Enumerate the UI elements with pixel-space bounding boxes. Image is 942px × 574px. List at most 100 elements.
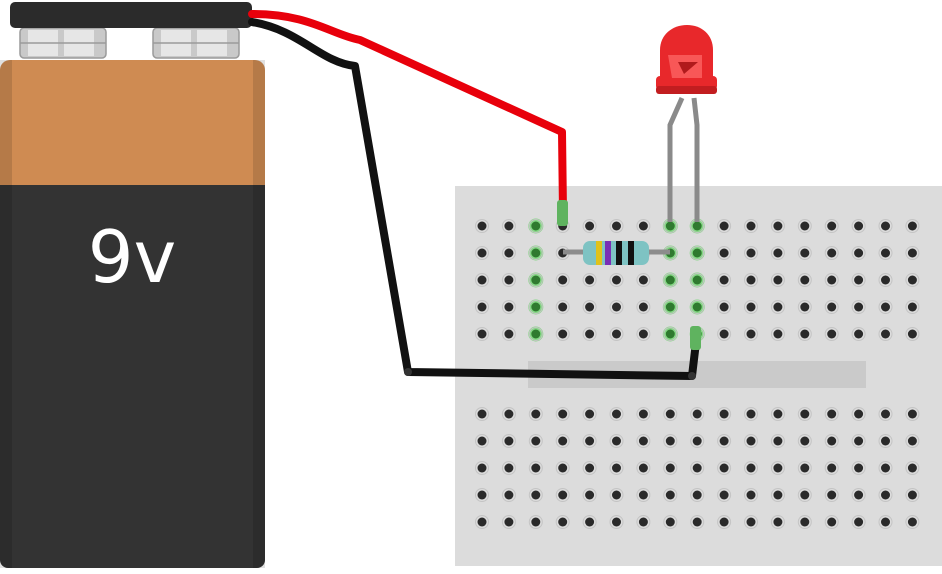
breadboard-hole [907, 517, 917, 527]
breadboard-hole [881, 409, 890, 419]
breadboard-hole [800, 275, 810, 285]
breadboard-hole [692, 275, 702, 285]
breadboard-hole [477, 248, 487, 258]
breadboard-hole [719, 248, 729, 258]
breadboard-hole-ring [582, 488, 597, 502]
breadboard-hole-ring [744, 434, 758, 448]
breadboard-hole [881, 517, 890, 527]
breadboard-hole [585, 436, 595, 446]
breadboard-hole [665, 409, 675, 419]
breadboard-hole [881, 302, 890, 312]
breadboard-hole-ring [851, 515, 866, 529]
breadboard-hole-ring [770, 327, 785, 341]
breadboard-hole-ring [851, 246, 866, 260]
breadboard-hole [827, 248, 837, 258]
breadboard-hole [827, 436, 837, 446]
breadboard-hole [881, 248, 890, 258]
led-rim-shadow [656, 86, 717, 94]
breadboard-hole-ring [824, 219, 839, 233]
breadboard-hole [746, 302, 756, 312]
breadboard-hole-ring [824, 488, 839, 502]
breadboard-hole-ring [824, 327, 839, 341]
breadboard-hole-ring [528, 219, 543, 233]
breadboard-hole [612, 517, 621, 527]
breadboard-hole [907, 248, 917, 258]
breadboard-hole [477, 436, 487, 446]
breadboard-hole [746, 517, 756, 527]
breadboard-hole-ring [824, 407, 839, 421]
breadboard-hole-ring [797, 246, 812, 260]
breadboard-hole [665, 221, 675, 231]
resistor [563, 241, 670, 265]
breadboard-hole-ring [663, 407, 678, 421]
breadboard-hole-ring [528, 273, 543, 287]
breadboard-hole-ring [555, 273, 570, 287]
breadboard-hole-ring [663, 488, 678, 502]
breadboard-hole-ring [609, 219, 624, 233]
breadboard-hole-ring [475, 246, 489, 260]
breadboard-hole [531, 275, 541, 285]
battery-terminal-left [19, 27, 107, 59]
breadboard-hole [907, 329, 917, 339]
breadboard-hole [665, 275, 675, 285]
breadboard-hole-ring [555, 300, 570, 314]
breadboard-hole [881, 275, 890, 285]
breadboard-hole [719, 517, 729, 527]
breadboard-hole [638, 490, 648, 500]
breadboard-hole-ring [582, 434, 597, 448]
breadboard-hole-ring [501, 327, 516, 341]
breadboard-hole [692, 302, 702, 312]
breadboard-hole [558, 463, 568, 473]
breadboard-hole-ring [851, 273, 866, 287]
breadboard-hole [719, 490, 729, 500]
breadboard-hole-ring [636, 407, 651, 421]
breadboard-hole [504, 409, 514, 419]
breadboard-hole-ring [717, 488, 732, 502]
breadboard-hole-ring [851, 488, 866, 502]
breadboard-hole [746, 409, 756, 419]
breadboard-hole-ring [851, 219, 866, 233]
breadboard-hole-ring [663, 461, 678, 475]
breadboard-hole [531, 248, 541, 258]
breadboard-hole-ring [690, 246, 705, 260]
breadboard-hole [881, 329, 890, 339]
negative-wire [248, 18, 701, 380]
breadboard-hole-ring [609, 488, 624, 502]
breadboard-hole [692, 248, 702, 258]
breadboard-hole-ring [475, 327, 489, 341]
breadboard-hole-ring [744, 273, 758, 287]
breadboard-hole-ring [555, 515, 570, 529]
breadboard-hole-ring [878, 434, 893, 448]
breadboard-hole-ring [475, 515, 489, 529]
breadboard-hole-ring [555, 434, 570, 448]
breadboard-hole-ring [878, 327, 893, 341]
breadboard-hole [827, 275, 837, 285]
breadboard-hole [531, 409, 541, 419]
breadboard-hole-ring [797, 300, 812, 314]
breadboard-hole [907, 490, 917, 500]
breadboard-hole-ring [770, 219, 785, 233]
breadboard-hole-ring [528, 246, 543, 260]
breadboard-hole-ring [582, 407, 597, 421]
breadboard-hole-ring [609, 461, 624, 475]
breadboard-hole [854, 275, 864, 285]
breadboard-hole-ring [663, 273, 678, 287]
resistor-band [628, 241, 634, 265]
breadboard-hole-ring [475, 300, 489, 314]
breadboard-hole-ring [582, 219, 597, 233]
wires [248, 10, 701, 380]
breadboard-hole-ring [905, 273, 920, 287]
breadboard-hole-ring [905, 327, 920, 341]
negative-wire-pin [690, 326, 701, 350]
led-die [678, 62, 698, 74]
breadboard-hole-ring [770, 273, 785, 287]
breadboard-hole-ring [582, 327, 597, 341]
breadboard-hole [773, 409, 783, 419]
breadboard-hole-ring [905, 488, 920, 502]
breadboard-hole [612, 329, 621, 339]
breadboard-hole [746, 490, 756, 500]
breadboard-hole [638, 436, 648, 446]
led-lead-cathode [667, 96, 685, 222]
breadboard-hole [773, 517, 783, 527]
breadboard-hole-ring [475, 219, 489, 233]
